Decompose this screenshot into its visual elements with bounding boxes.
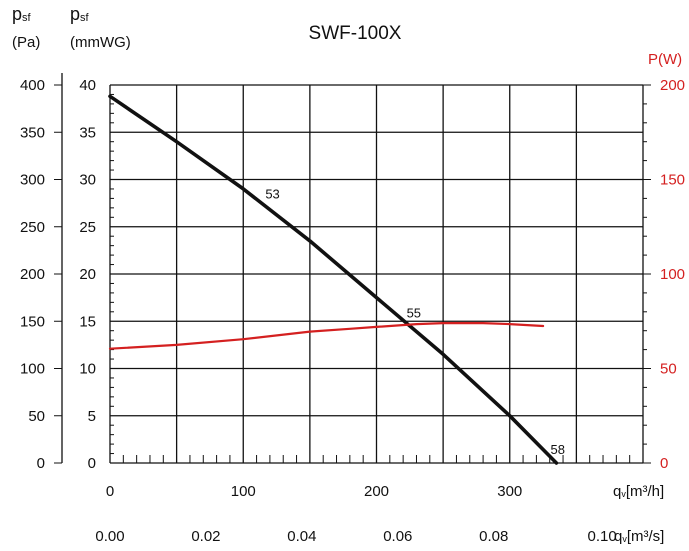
pa-axis-title: psf [12,4,32,24]
x-m3s-axis-title: qv[m³/s] [614,528,664,545]
mmwg-tick-label: 25 [79,219,96,236]
pa-tick-label: 300 [20,172,45,189]
x-m3h-tick-label: 0 [106,483,114,500]
power-tick-label: 100 [660,266,685,283]
mmwg-tick-label: 30 [79,172,96,189]
chart-title: SWF-100X [309,23,402,44]
power-tick-label: 50 [660,361,677,378]
pa-tick-label: 0 [37,455,45,472]
x-m3s-tick-label: 0.08 [479,528,508,545]
power-curve [108,322,545,350]
x-m3s-tick-label: 0.02 [191,528,220,545]
power-tick-label: 200 [660,77,685,94]
mmwg-tick-label: 10 [79,361,96,378]
x-m3s-tick-label: 0.10 [587,528,616,545]
mmwg-tick-label: 15 [79,313,96,330]
x-m3h-tick-label: 200 [364,483,389,500]
curve-annotation: 58 [550,442,564,457]
x-m3h-tick-label: 100 [231,483,256,500]
pa-tick-label: 350 [20,124,45,141]
pressure-curve [108,94,559,465]
mmwg-axis-title: psf [70,4,90,24]
pa-tick-label: 50 [28,408,45,425]
mmwg-tick-label: 20 [79,266,96,283]
curve-annotation: 55 [407,306,421,321]
pa-tick-label: 100 [20,361,45,378]
x-m3s-tick-label: 0.06 [383,528,412,545]
x-m3h-axis-title: qv[m³/h] [613,483,664,500]
mmwg-tick-label: 35 [79,124,96,141]
power-tick-label: 150 [660,172,685,189]
pa-tick-label: 250 [20,219,45,236]
pa-axis-unit: (Pa) [12,34,40,51]
mmwg-tick-label: 5 [88,408,96,425]
power-axis-title: P(W) [648,51,682,68]
mmwg-tick-label: 40 [79,77,96,94]
pa-tick-label: 400 [20,77,45,94]
pa-tick-label: 150 [20,313,45,330]
x-m3s-tick-label: 0.04 [287,528,316,545]
curve-annotation: 53 [265,187,279,202]
x-m3s-tick-label: 0.00 [95,528,124,545]
x-m3h-tick-label: 300 [497,483,522,500]
mmwg-tick-label: 0 [88,455,96,472]
pa-tick-label: 200 [20,266,45,283]
power-tick-label: 0 [660,455,668,472]
mmwg-axis-unit: (mmWG) [70,34,131,51]
